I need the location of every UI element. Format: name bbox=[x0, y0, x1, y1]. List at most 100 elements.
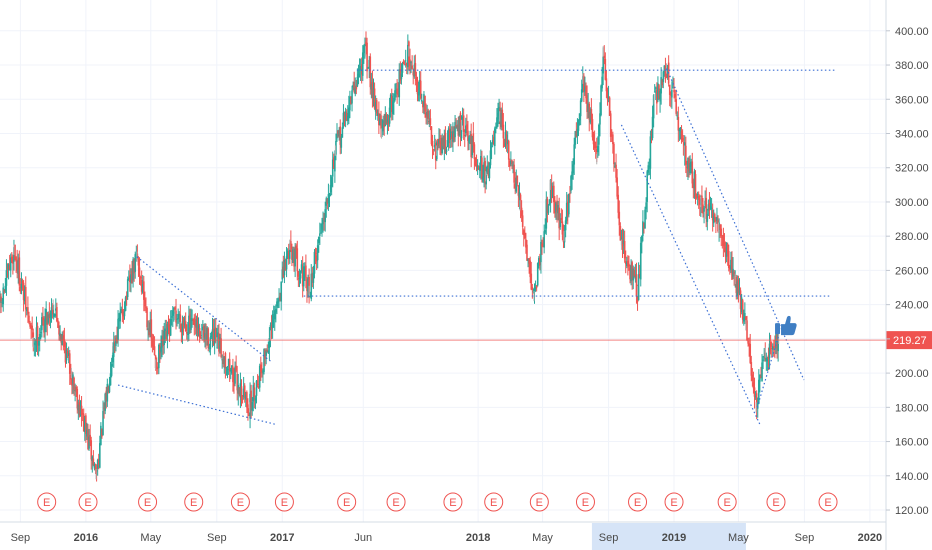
candle-body bbox=[287, 251, 290, 260]
candle-body bbox=[773, 346, 775, 348]
candle-body bbox=[577, 119, 580, 131]
earnings-marker[interactable]: E bbox=[78, 492, 98, 512]
earnings-marker[interactable]: E bbox=[230, 492, 250, 512]
trend-line[interactable] bbox=[136, 256, 271, 362]
candle-body bbox=[326, 199, 329, 205]
earnings-marker[interactable]: E bbox=[766, 492, 786, 512]
candle-body bbox=[341, 127, 344, 138]
earnings-marker[interactable]: E bbox=[443, 492, 463, 512]
candle-body bbox=[68, 353, 71, 374]
candle-body bbox=[444, 132, 447, 154]
candle-body bbox=[217, 332, 219, 339]
candle-body bbox=[203, 325, 205, 338]
candle-body bbox=[599, 113, 601, 125]
candle-body bbox=[11, 256, 13, 262]
candle-body bbox=[514, 183, 516, 189]
earnings-marker[interactable]: E bbox=[274, 492, 294, 512]
candle-body bbox=[488, 162, 491, 179]
earnings-label: E bbox=[723, 497, 730, 509]
candle-body bbox=[571, 171, 573, 180]
earnings-label: E bbox=[490, 497, 497, 509]
candle-body bbox=[403, 64, 406, 66]
candle-body bbox=[777, 332, 779, 352]
candle-body bbox=[191, 318, 193, 322]
trend-line[interactable] bbox=[756, 335, 780, 408]
earnings-marker[interactable]: E bbox=[184, 492, 204, 512]
candle-body bbox=[83, 418, 86, 433]
earnings-marker[interactable]: E bbox=[818, 492, 838, 512]
candle-body bbox=[581, 76, 584, 92]
candle-body bbox=[405, 62, 408, 66]
thumbs-up-icon[interactable] bbox=[775, 315, 797, 336]
candle-body bbox=[55, 308, 57, 311]
candle-body bbox=[473, 144, 476, 159]
candle-body bbox=[607, 96, 610, 98]
trend-line[interactable] bbox=[665, 68, 805, 381]
candle-body bbox=[23, 289, 26, 302]
candle-body bbox=[594, 145, 597, 149]
candle-body bbox=[171, 310, 174, 316]
earnings-marker[interactable]: E bbox=[337, 492, 357, 512]
candle-body bbox=[7, 264, 10, 271]
candle-body bbox=[616, 177, 618, 197]
earnings-marker[interactable]: E bbox=[529, 492, 549, 512]
earnings-marker[interactable]: E bbox=[628, 492, 648, 512]
candle-body bbox=[214, 327, 217, 339]
candle-body bbox=[506, 140, 509, 145]
candle-body bbox=[24, 286, 27, 310]
candle-body bbox=[8, 265, 11, 270]
candle-body bbox=[359, 65, 362, 70]
candle-body bbox=[674, 94, 676, 98]
candle-body bbox=[610, 134, 613, 136]
candle-body bbox=[587, 103, 589, 112]
candle-body bbox=[78, 402, 81, 415]
candle-body bbox=[231, 365, 233, 374]
earnings-marker[interactable]: E bbox=[717, 492, 737, 512]
candle-body bbox=[178, 313, 181, 319]
earnings-marker[interactable]: E bbox=[37, 492, 57, 512]
y-tick-label: 260.00 bbox=[895, 265, 929, 277]
candle-body bbox=[689, 163, 691, 174]
candle-body bbox=[3, 289, 6, 293]
candle-body bbox=[765, 358, 768, 361]
candle-body bbox=[723, 242, 726, 247]
candle-body bbox=[161, 337, 163, 348]
earnings-marker[interactable]: E bbox=[575, 492, 595, 512]
trend-line[interactable] bbox=[117, 384, 276, 426]
candle-body bbox=[686, 166, 688, 168]
x-tick-label: Sep bbox=[207, 532, 227, 544]
candle-body bbox=[211, 329, 214, 338]
candle-body bbox=[733, 271, 735, 275]
candle-body bbox=[75, 386, 78, 392]
earnings-label: E bbox=[392, 497, 399, 509]
candle-body bbox=[746, 320, 748, 341]
candle-body bbox=[294, 248, 296, 267]
candle-body bbox=[595, 148, 598, 152]
candle-body bbox=[228, 359, 231, 372]
earnings-marker[interactable]: E bbox=[484, 492, 504, 512]
candle-body bbox=[583, 75, 585, 91]
candle-body bbox=[277, 301, 279, 303]
candle-body bbox=[663, 65, 666, 74]
candle-body bbox=[652, 95, 655, 119]
candle-body bbox=[598, 124, 600, 145]
earnings-marker[interactable]: E bbox=[386, 492, 406, 512]
candle-body bbox=[613, 143, 615, 165]
candle-body bbox=[378, 112, 380, 126]
candle-body bbox=[731, 257, 733, 280]
earnings-marker[interactable]: E bbox=[138, 492, 158, 512]
trend-line[interactable] bbox=[620, 124, 761, 425]
candle-body bbox=[204, 333, 206, 340]
x-tick-label: May bbox=[532, 532, 553, 544]
earnings-marker[interactable]: E bbox=[664, 492, 684, 512]
candle-body bbox=[439, 137, 441, 144]
candle-body bbox=[223, 356, 226, 365]
candle-body bbox=[379, 118, 381, 125]
candle-body bbox=[290, 241, 292, 250]
candle-body bbox=[129, 275, 131, 283]
candle-body bbox=[503, 139, 506, 147]
candle-body bbox=[46, 312, 49, 325]
x-tick-label: May bbox=[728, 532, 749, 544]
